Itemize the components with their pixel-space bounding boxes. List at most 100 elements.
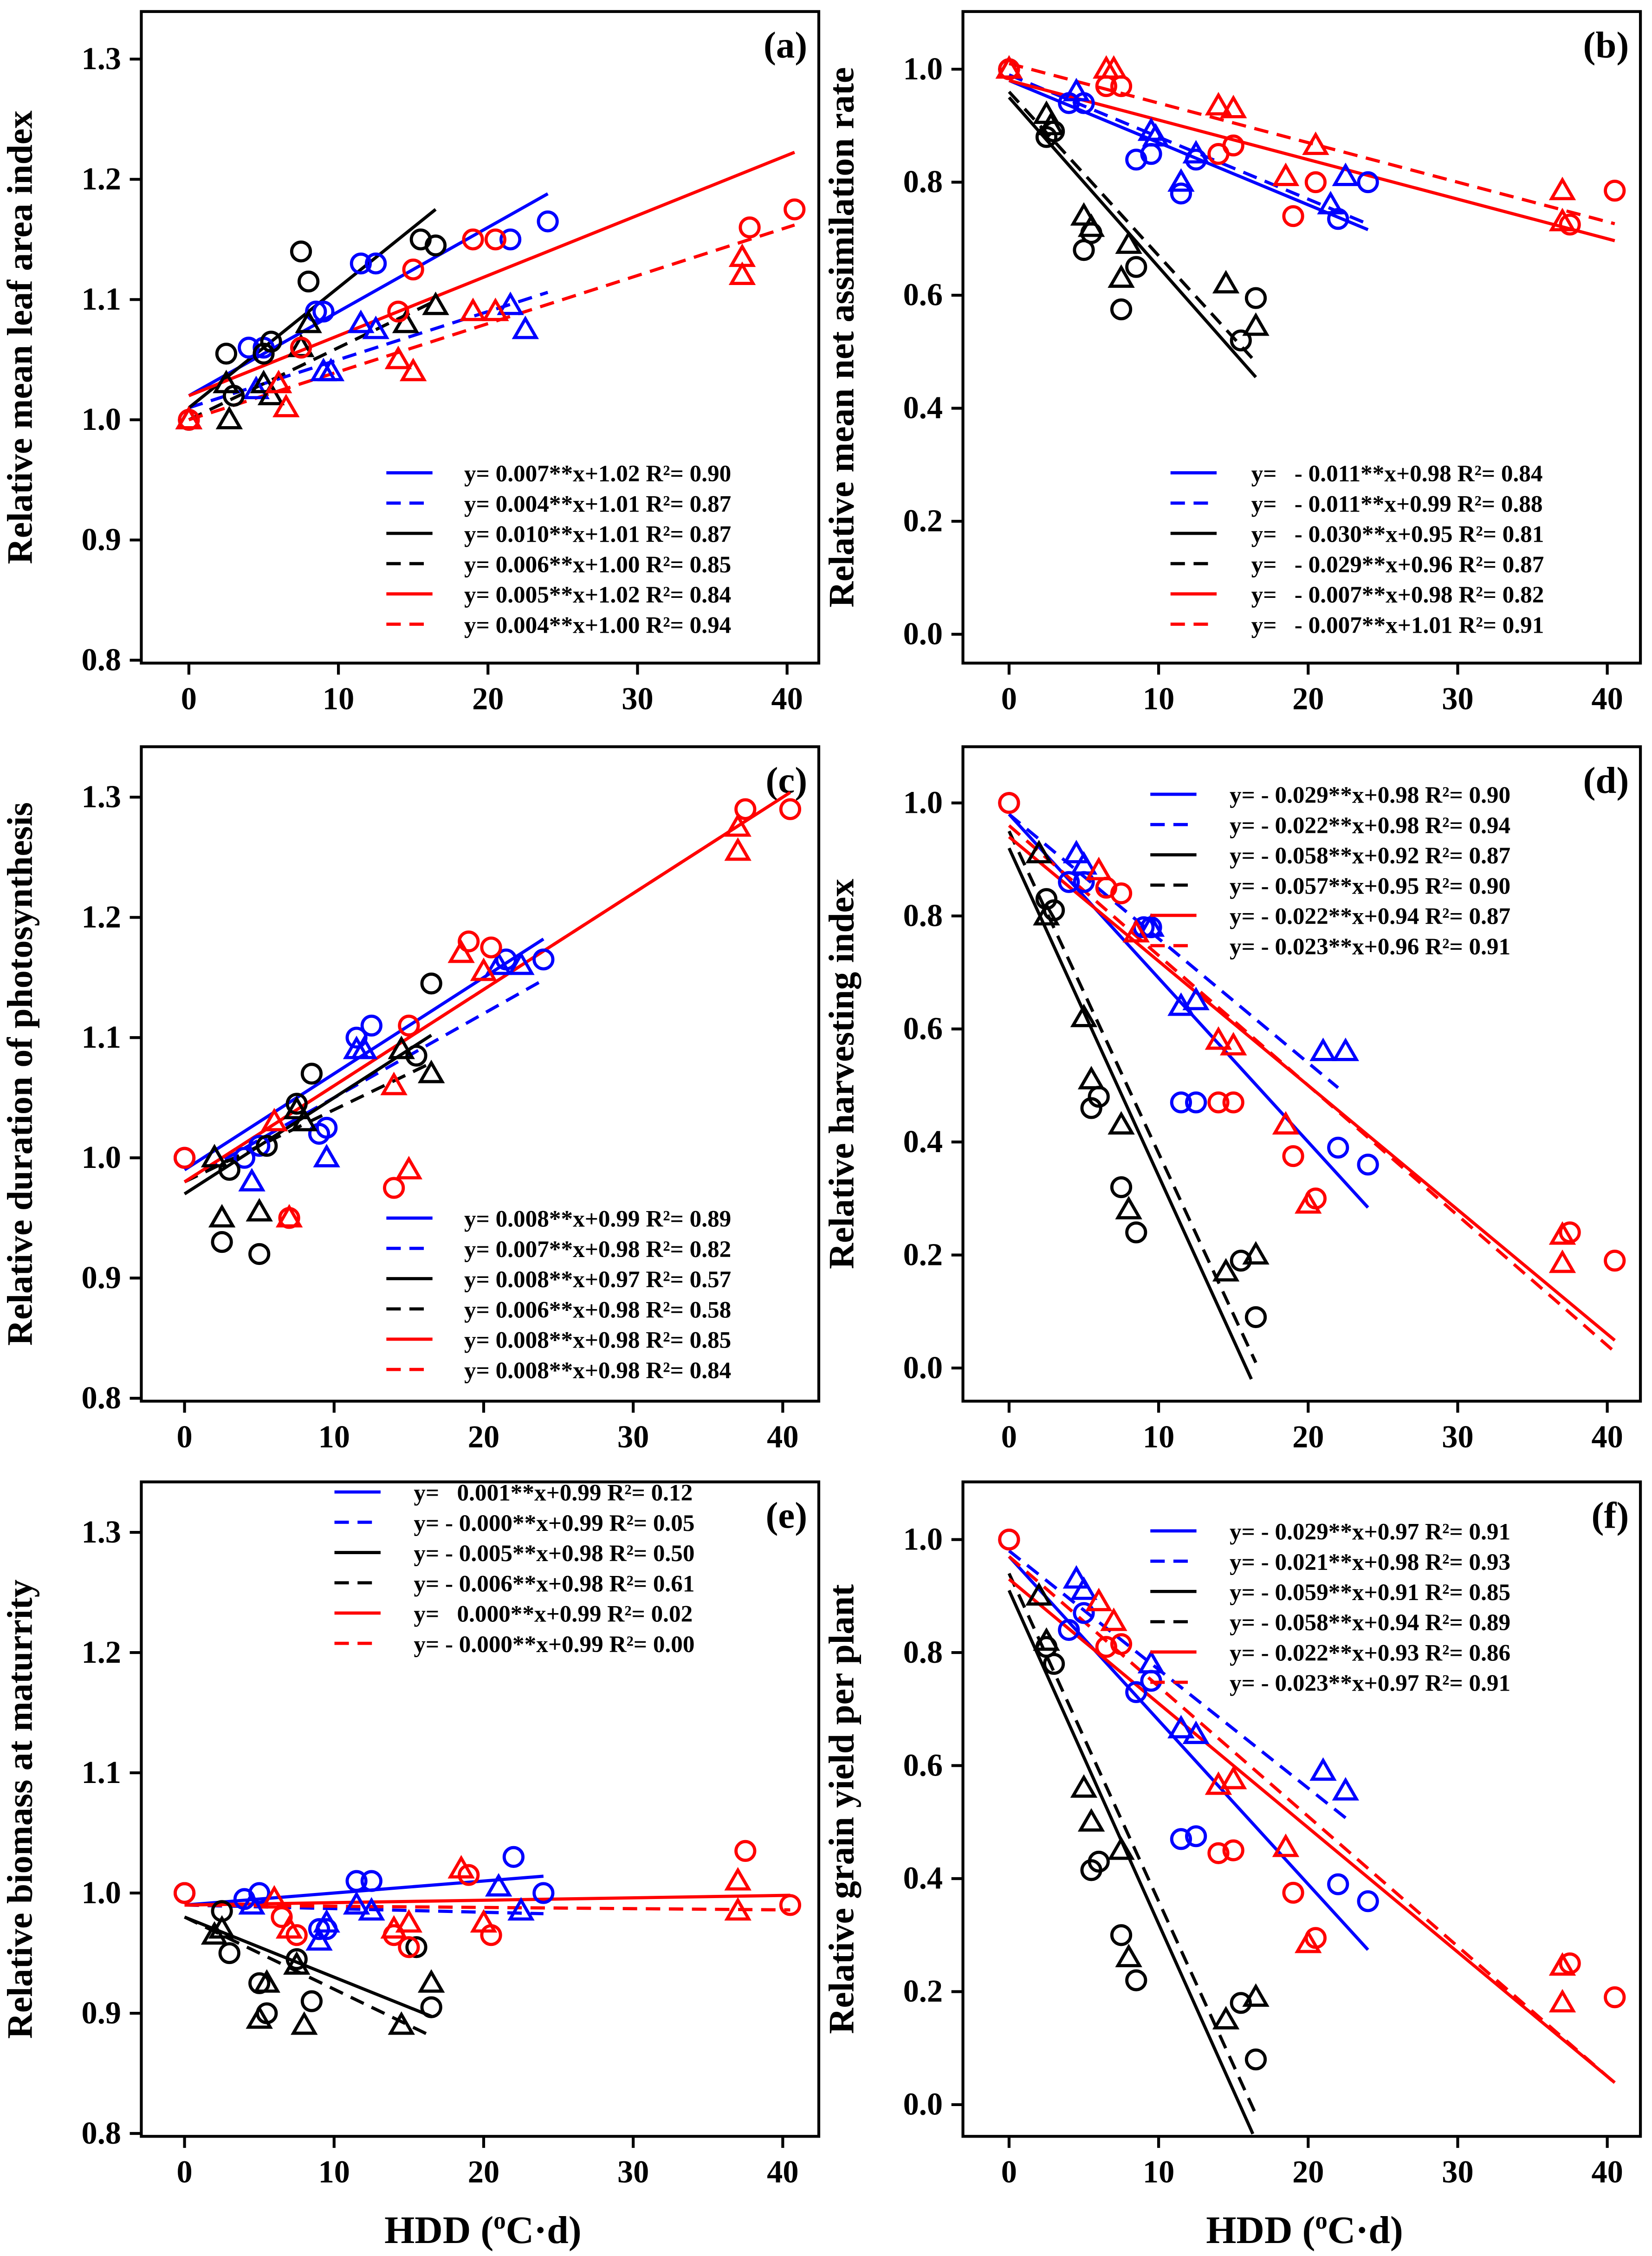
legend-label: y= - 0.058**x+0.92 R²= 0.87 (1230, 843, 1510, 869)
x-tick-label: 40 (771, 681, 803, 716)
data-point-triangle (242, 376, 270, 400)
data-point-circle (211, 1231, 233, 1253)
y-tick-label: 1.0 (903, 784, 943, 820)
plot-frame (961, 745, 1642, 1403)
data-point-circle (1170, 1828, 1192, 1850)
panel-label: (f) (1592, 1495, 1629, 1536)
data-point-circle (218, 1159, 240, 1181)
data-point-circle (1244, 287, 1267, 309)
panel-label: (d) (1583, 760, 1629, 801)
data-point-circle (1282, 1145, 1304, 1167)
data-point-triangle (724, 837, 751, 861)
y-tick-label: 1.0 (903, 1521, 943, 1556)
data-point-triangle (313, 1144, 340, 1167)
data-point-circle (734, 1840, 757, 1862)
data-point-circle (316, 1116, 338, 1139)
data-point-circle (779, 798, 802, 820)
fit-line-red-dashed (183, 820, 746, 1183)
data-point-triangle (1332, 1777, 1360, 1801)
data-point-triangle (1302, 131, 1329, 155)
legend-label: y= - 0.021**x+0.98 R²= 0.93 (1230, 1549, 1510, 1575)
data-point-triangle (1062, 78, 1090, 102)
panel-b: 0 10 20 30 40 0.0 0.2 0.4 0.6 0.8 1.0 Relative mean… (822, 10, 1642, 716)
data-point-triangle (422, 292, 449, 315)
fit-line-black-solid (184, 1915, 432, 2018)
y-tick-label: 0.8 (903, 164, 943, 199)
plot-frame (961, 1480, 1642, 2138)
data-point-triangle (399, 357, 427, 382)
data-point-triangle (1070, 1774, 1098, 1798)
legend-label: y= - 0.023**x+0.97 R²= 0.91 (1230, 1670, 1510, 1697)
y-tick-label: 1.1 (82, 1755, 121, 1790)
data-point-circle (502, 1846, 525, 1868)
x-axis-label-left: HDD (oC·d) (384, 2207, 582, 2252)
series-red-triangles (260, 813, 751, 1228)
y-axis-label: Relative grain yield per plant (822, 1584, 862, 2034)
legend-label: y= - 0.000**x+0.99 R²= 0.05 (414, 1510, 694, 1536)
y-tick-label: 1.1 (82, 1019, 121, 1055)
y-axis-label: Relative mean net assimilation rate (822, 67, 862, 608)
legend-label: y= 0.008**x+0.98 R²= 0.84 (464, 1357, 731, 1384)
data-point-triangle (260, 1885, 288, 1909)
y-tick-label: 1.0 (82, 402, 121, 437)
data-point-triangle (728, 261, 756, 285)
data-point-circle (480, 936, 502, 959)
x-axis-label-right: HDD (oC·d) (1206, 2207, 1403, 2252)
y-tick-label: 1.0 (82, 1140, 121, 1175)
data-point-triangle (305, 1927, 333, 1951)
data-point-circle (1035, 888, 1058, 910)
data-point-triangle (283, 1951, 311, 1975)
data-point-triangle (238, 1167, 266, 1192)
data-point-circle (1604, 1250, 1626, 1272)
x-tick-label: 40 (1591, 681, 1623, 716)
y-axis-label: Relative biomass at maturrity (0, 1579, 39, 2039)
y-tick-label: 0.8 (82, 2115, 121, 2151)
y-tick-label: 1.2 (82, 1634, 121, 1670)
data-point-circle (1110, 1176, 1133, 1199)
x-tick-label: 40 (1591, 1419, 1623, 1454)
series-black-triangles (995, 55, 1270, 336)
data-point-circle (233, 1147, 256, 1169)
legend-label: y= - 0.022**x+0.98 R²= 0.94 (1230, 812, 1510, 839)
data-point-triangle (724, 1897, 751, 1921)
x-tick-label: 40 (1591, 2154, 1623, 2190)
series-black-triangles (201, 1036, 445, 1228)
legend-label: y= - 0.029**x+0.98 R²= 0.90 (1230, 782, 1510, 809)
series-red-triangles (260, 1855, 751, 1939)
x-tick-label: 30 (617, 1419, 649, 1454)
data-point-triangle (246, 1198, 273, 1222)
fit-line-red-dashed (1008, 824, 1616, 1353)
series-blue-triangles (238, 1873, 535, 1951)
data-point-circle (1110, 1924, 1133, 1946)
data-point-triangle (470, 1909, 498, 1933)
plot-frame (140, 10, 821, 665)
y-tick-label: 1.3 (82, 779, 121, 814)
data-point-triangle (1070, 1576, 1098, 1600)
data-point-triangle (213, 370, 240, 394)
data-point-triangle (1137, 1650, 1165, 1673)
data-point-circle (248, 1134, 271, 1157)
x-tick-label: 10 (323, 681, 354, 716)
data-point-triangle (1062, 1565, 1090, 1589)
data-point-triangle (1332, 162, 1360, 186)
data-point-triangle (384, 345, 412, 370)
data-point-triangle (497, 292, 524, 315)
y-tick-label: 0.4 (903, 390, 943, 425)
fit-line-blue-dashed (1008, 813, 1339, 1089)
data-point-triangle (1242, 312, 1270, 336)
panel-a: 0 10 20 30 40 0.8 0.9 1.0 1.1 1.2 1.3 Relative mean… (0, 10, 821, 716)
x-tick-label: 30 (617, 2154, 649, 2190)
data-point-circle (1604, 1986, 1626, 2009)
data-point-triangle (507, 1897, 535, 1921)
y-tick-label: 0.9 (82, 1995, 121, 2030)
y-tick-label: 0.8 (903, 1634, 943, 1670)
data-point-circle (1125, 256, 1147, 278)
y-axis-label: Relative harvesting index (822, 879, 862, 1269)
y-tick-label: 0.4 (903, 1124, 943, 1159)
data-point-triangle (447, 939, 475, 963)
data-point-triangle (1025, 1582, 1053, 1606)
fit-line-black-solid (1007, 847, 1253, 1380)
data-point-triangle (313, 1909, 340, 1933)
data-point-circle (290, 240, 312, 263)
data-point-triangle (1167, 1715, 1195, 1738)
